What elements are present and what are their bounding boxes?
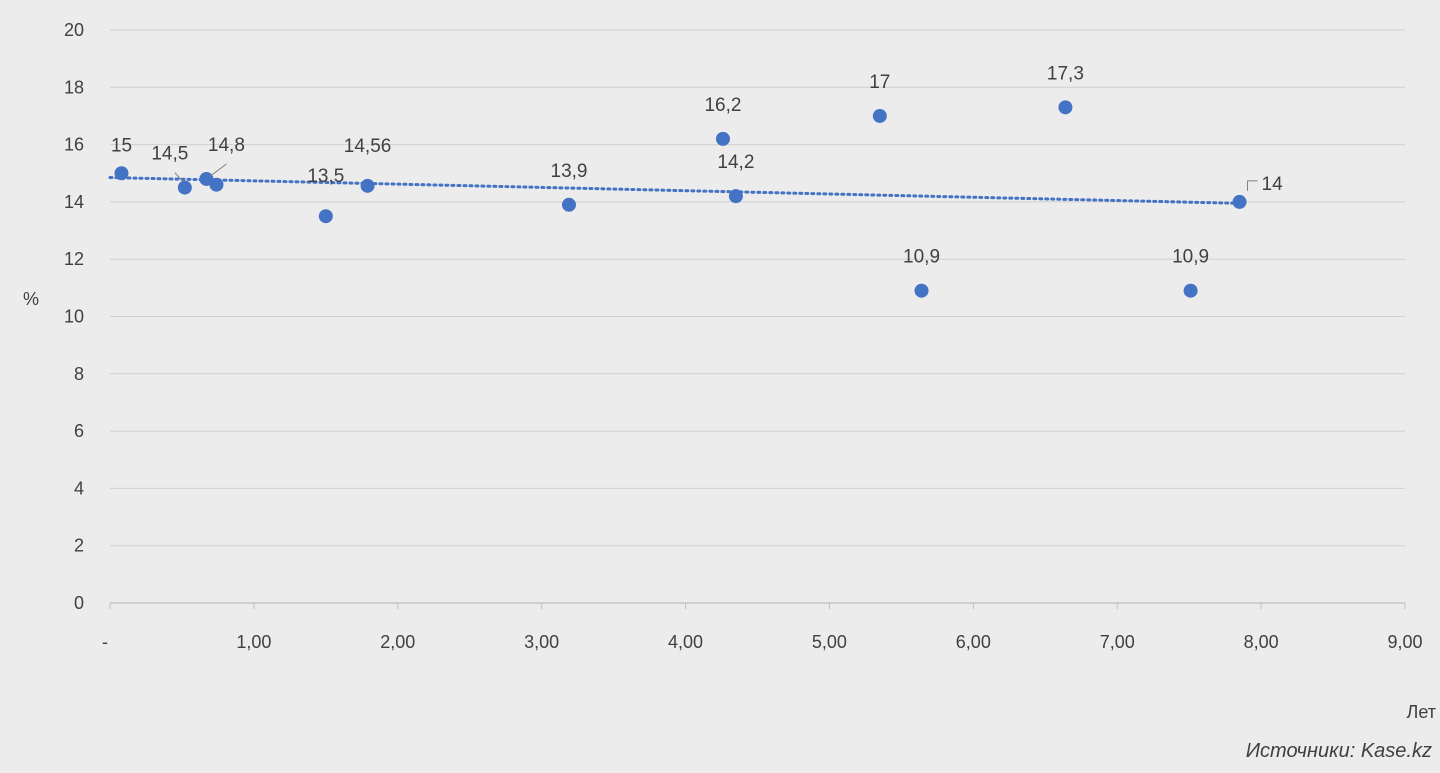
data-point [728, 189, 743, 204]
grid-lines [110, 29, 1405, 547]
y-tick-label: 20 [64, 20, 84, 40]
x-tick-label: 5,00 [812, 632, 847, 652]
data-point [715, 131, 730, 146]
x-tick-label: 6,00 [956, 632, 991, 652]
x-tick-label: 7,00 [1100, 632, 1135, 652]
data-point [872, 108, 887, 123]
data-points [114, 100, 1247, 298]
data-label: 10,9 [903, 247, 940, 268]
data-point [1232, 194, 1247, 209]
data-label: 13,9 [551, 161, 588, 182]
data-point [1183, 283, 1198, 298]
x-tick-label: 9,00 [1387, 632, 1422, 652]
x-tick-label: 1,00 [236, 632, 271, 652]
y-tick-label: 12 [64, 249, 84, 269]
data-label: 16,2 [704, 95, 741, 116]
y-tick-label: 6 [74, 421, 84, 441]
data-point [177, 180, 192, 195]
data-point [562, 197, 577, 212]
leader-line [210, 163, 227, 177]
data-label: 17,3 [1047, 63, 1084, 84]
data-point [209, 177, 224, 192]
x-tick-label: - [102, 632, 108, 652]
trendline-layer [108, 176, 1242, 205]
data-labels: 15 14,5 14,8 13,514,56 13,9 16,2 14,2 17 10,9 17,… [111, 63, 1283, 267]
y-tick-label: 8 [74, 364, 84, 384]
data-label: 14,2 [717, 152, 754, 173]
y-tick-label: 14 [64, 192, 84, 212]
data-label: 10,9 [1172, 247, 1209, 268]
y-tick-label: 18 [64, 77, 84, 97]
data-point [360, 178, 375, 193]
y-tick-label: 4 [74, 478, 84, 498]
leader-line [1247, 180, 1258, 191]
data-label: 13,5 [307, 166, 344, 187]
source-note: Источники: Kase.kz [1245, 740, 1432, 762]
y-tick-label: 10 [64, 307, 84, 327]
data-label: 17 [869, 72, 890, 93]
y-tick-label: 2 [74, 536, 84, 556]
trendline [108, 176, 1242, 205]
x-tick-label: 8,00 [1244, 632, 1279, 652]
axes: 0 2 4 6 8 10 12 14 16 18 20 - 1,00 2,00 3,00 4,00 5,00 6,… [64, 20, 1423, 652]
y-axis-title: % [23, 289, 39, 309]
data-label: 14,5 [151, 144, 188, 165]
data-point [914, 283, 929, 298]
data-label: 15 [111, 135, 132, 156]
x-tick-label: 4,00 [668, 632, 703, 652]
data-label: 14,8 [208, 135, 245, 156]
data-point [114, 166, 129, 181]
data-label: 14,56 [344, 136, 392, 157]
y-tick-label: 0 [74, 593, 84, 613]
x-tick-label: 2,00 [380, 632, 415, 652]
y-tick-label: 16 [64, 135, 84, 155]
leader-line [174, 172, 184, 182]
data-label: 14 [1262, 174, 1284, 195]
x-axis-title: Лет [1407, 702, 1436, 722]
x-tick-label: 3,00 [524, 632, 559, 652]
data-point [1058, 100, 1073, 115]
data-point [318, 209, 333, 224]
